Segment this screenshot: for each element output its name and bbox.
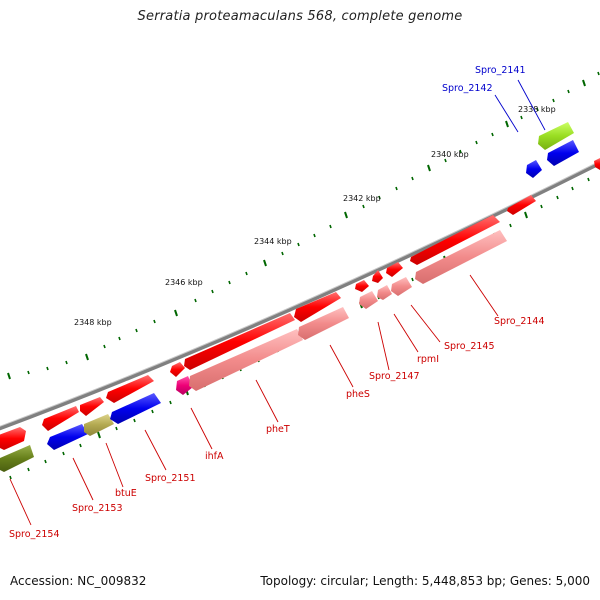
accession-text: Accession: NC_009832 [10,574,147,588]
gene-arrow-2140[interactable] [594,158,600,170]
label-spro-2144[interactable]: Spro_2144 [494,316,545,327]
reverse-gene-track [0,122,579,472]
gene-arrow-2145[interactable] [386,262,403,277]
kbp-label-2338: 2338 kbp [518,105,556,114]
gene-block-ihfa[interactable] [176,376,193,395]
label-phet[interactable]: pheT [266,424,290,435]
outer-tick-marks [7,71,600,380]
forward-gene-track [0,158,600,450]
label-spro-2151[interactable]: Spro_2151 [145,473,196,484]
gene-arrow-2154a[interactable] [0,427,26,450]
genome-backbone [0,160,600,431]
kbp-label-2340: 2340 kbp [431,150,469,159]
label-spro-2142[interactable]: Spro_2142 [442,83,493,94]
gene-arrow-ihfa[interactable] [170,362,185,377]
gene-block-phes[interactable] [298,307,349,340]
gene-block-2151b[interactable] [110,393,161,424]
gene-arrow-rpml[interactable] [372,270,383,283]
label-leader-lines [9,79,546,526]
label-phes[interactable]: pheS [346,389,370,400]
label-spro-2145[interactable]: Spro_2145 [444,341,495,352]
gene-block-2141b[interactable] [547,140,579,166]
kbp-scale-labels: 2338 kbp 2340 kbp 2342 kbp 2344 kbp 2346… [74,105,556,327]
label-rpml[interactable]: rpmI [417,354,439,365]
gene-arrow-phes[interactable] [294,292,341,322]
gene-arrow-2152[interactable] [42,406,79,431]
kbp-label-2342: 2342 kbp [343,194,381,203]
gene-block-2141[interactable] [538,122,574,150]
label-spro-2154[interactable]: Spro_2154 [9,529,60,540]
gene-block-phet[interactable] [189,329,303,391]
map-title: Serratia proteamaculans 568, complete ge… [137,9,463,24]
gene-arrow-2143[interactable] [507,195,536,215]
gene-block-2142[interactable] [526,160,542,178]
gene-block-btue[interactable] [84,414,114,436]
gene-arrow-2144[interactable] [410,215,500,265]
gene-arrow-2151a[interactable] [80,397,104,416]
kbp-label-2344: 2344 kbp [254,237,292,246]
label-spro-2141[interactable]: Spro_2141 [475,65,526,76]
gene-block-2154[interactable] [0,445,34,472]
gene-block-2147[interactable] [359,291,378,309]
gene-arrow-2151[interactable] [106,375,154,403]
label-spro-2147[interactable]: Spro_2147 [369,371,420,382]
kbp-label-2348: 2348 kbp [74,318,112,327]
topology-text: Topology: circular; Length: 5,448,853 bp… [260,574,590,588]
label-spro-2153[interactable]: Spro_2153 [72,503,123,514]
gene-arrow-phet[interactable] [184,313,295,370]
gene-block-2144[interactable] [415,230,507,284]
label-ihfa[interactable]: ihfA [205,451,224,462]
kbp-label-2346: 2346 kbp [165,278,203,287]
gene-block-rpml[interactable] [377,285,392,300]
gene-block-2153[interactable] [47,424,88,450]
gene-block-2145[interactable] [391,277,412,296]
gene-arrow-2147[interactable] [355,280,369,292]
gene-labels: Spro_2141 Spro_2142 Spro_2144 Spro_2145 … [9,65,545,540]
label-btue[interactable]: btuE [115,488,137,499]
